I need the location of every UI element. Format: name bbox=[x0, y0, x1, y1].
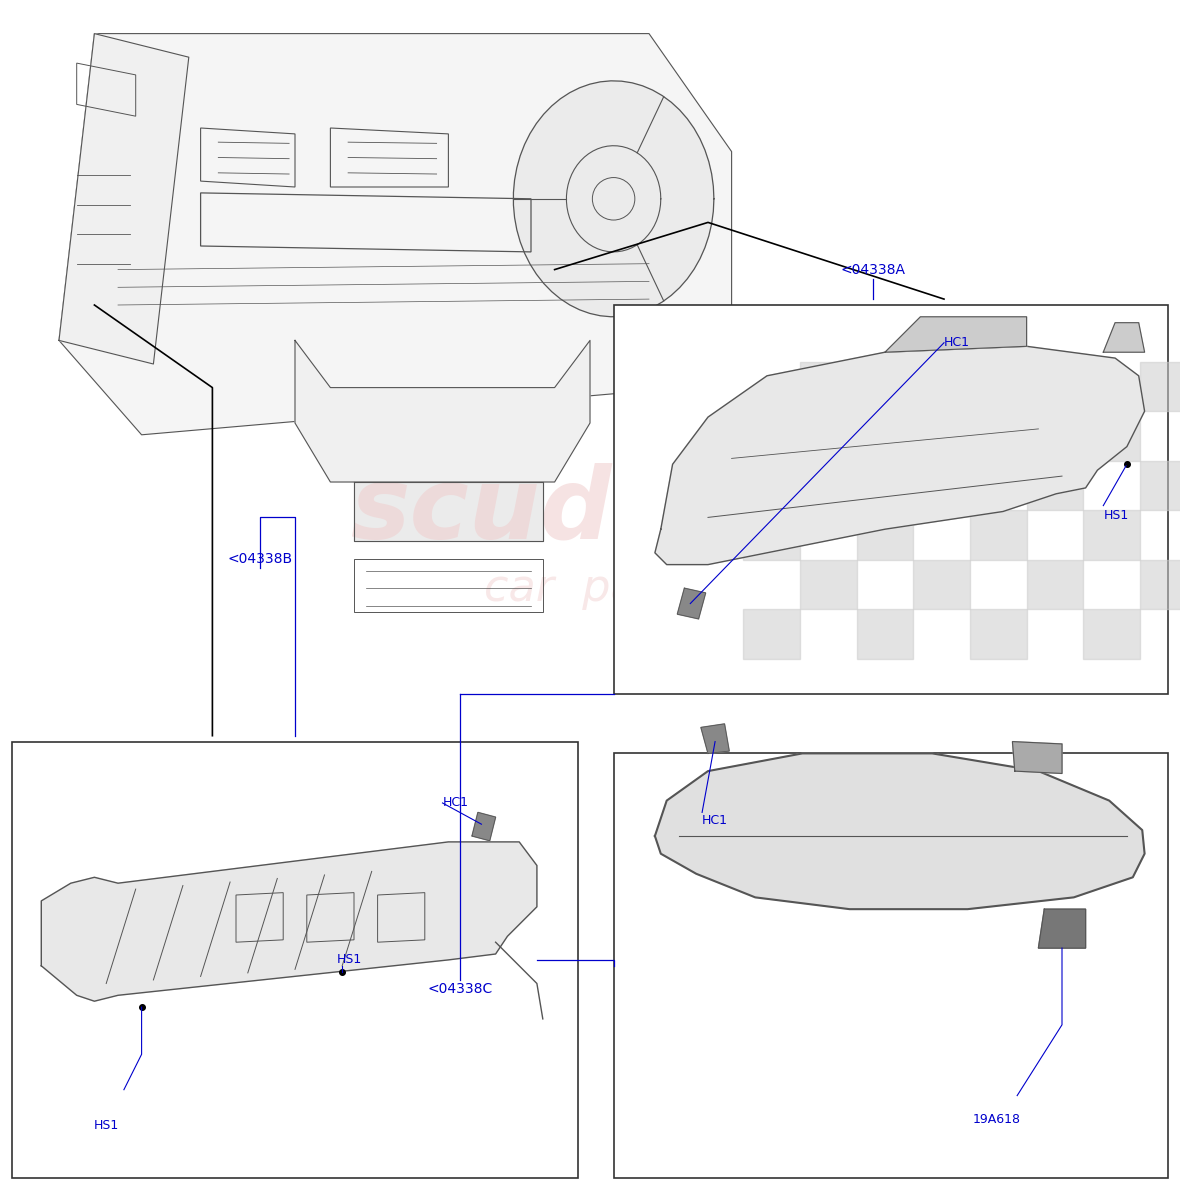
Bar bbox=[1083, 412, 1140, 461]
Text: <04338A: <04338A bbox=[840, 263, 906, 276]
Text: HS1: HS1 bbox=[336, 953, 361, 966]
Bar bbox=[1140, 361, 1180, 412]
Bar bbox=[614, 305, 1168, 695]
Bar bbox=[800, 361, 857, 412]
Bar bbox=[1027, 560, 1083, 610]
Polygon shape bbox=[885, 317, 1027, 353]
Polygon shape bbox=[472, 812, 496, 841]
Polygon shape bbox=[41, 842, 537, 1001]
Polygon shape bbox=[1038, 910, 1086, 948]
Text: HS1: HS1 bbox=[93, 1120, 119, 1133]
Text: scuderia: scuderia bbox=[349, 463, 831, 560]
Bar bbox=[970, 610, 1027, 659]
Polygon shape bbox=[1103, 323, 1145, 353]
Polygon shape bbox=[354, 482, 543, 541]
Text: 19A618: 19A618 bbox=[974, 1112, 1021, 1126]
Bar bbox=[1140, 461, 1180, 510]
Polygon shape bbox=[59, 34, 732, 434]
Polygon shape bbox=[1012, 742, 1062, 774]
Bar bbox=[800, 461, 857, 510]
Bar bbox=[743, 610, 800, 659]
Text: car  parts: car parts bbox=[484, 566, 696, 610]
Bar bbox=[913, 560, 970, 610]
Polygon shape bbox=[513, 80, 714, 317]
Bar bbox=[743, 412, 800, 461]
Bar bbox=[970, 510, 1027, 560]
Bar bbox=[913, 361, 970, 412]
Bar bbox=[1083, 510, 1140, 560]
Polygon shape bbox=[701, 724, 729, 754]
Bar bbox=[800, 560, 857, 610]
Text: HC1: HC1 bbox=[702, 814, 728, 827]
Bar bbox=[913, 461, 970, 510]
Bar bbox=[970, 412, 1027, 461]
Bar bbox=[1083, 610, 1140, 659]
Polygon shape bbox=[677, 588, 706, 619]
Text: <04338C: <04338C bbox=[427, 983, 493, 996]
Text: HC1: HC1 bbox=[944, 336, 970, 349]
Text: HC1: HC1 bbox=[442, 797, 468, 810]
Text: HS1: HS1 bbox=[1103, 509, 1128, 522]
Polygon shape bbox=[655, 347, 1145, 565]
Bar bbox=[1027, 361, 1083, 412]
Polygon shape bbox=[59, 34, 189, 364]
Bar bbox=[1140, 560, 1180, 610]
Bar bbox=[857, 610, 913, 659]
Bar bbox=[743, 510, 800, 560]
Polygon shape bbox=[295, 341, 590, 482]
Bar bbox=[12, 742, 578, 1178]
Bar bbox=[857, 412, 913, 461]
Bar bbox=[614, 754, 1168, 1178]
Bar bbox=[857, 510, 913, 560]
Text: <04338B: <04338B bbox=[227, 552, 293, 565]
Polygon shape bbox=[655, 754, 1145, 910]
Bar bbox=[1027, 461, 1083, 510]
